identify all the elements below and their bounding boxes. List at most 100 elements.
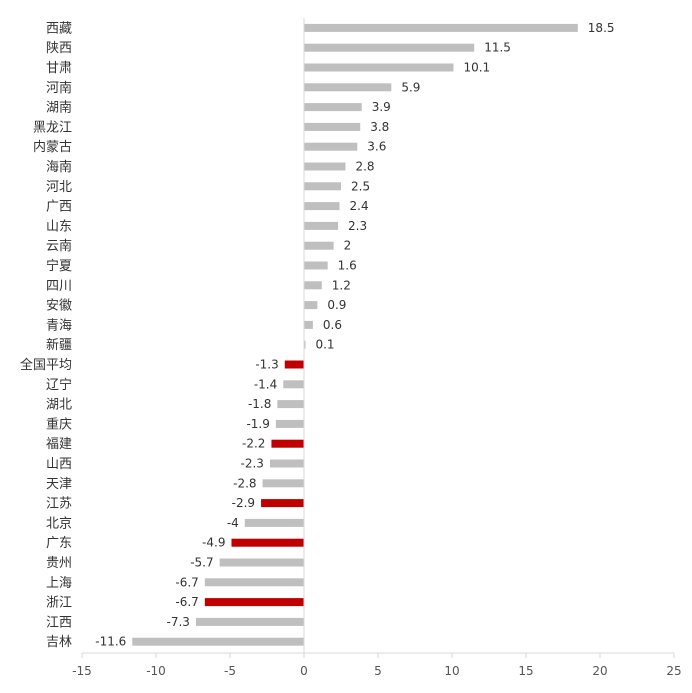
x-tick-label: 10: [444, 664, 459, 678]
bar-江苏: [261, 499, 304, 508]
category-label: 宁夏: [46, 258, 72, 274]
category-label: 黑龙江: [33, 120, 72, 135]
value-label: 5.9: [401, 80, 420, 94]
value-label: 3.6: [367, 140, 386, 154]
category-label: 吉林: [46, 635, 72, 650]
bar-黑龙江: [304, 122, 361, 131]
x-tick-label: 15: [518, 664, 533, 678]
category-label: 西藏: [46, 21, 72, 36]
bars-layer: [132, 23, 578, 646]
bar-河北: [304, 182, 341, 191]
category-label: 全国平均: [20, 357, 72, 373]
x-tick-label: -10: [146, 664, 166, 678]
value-label: 2.8: [355, 160, 374, 174]
category-label: 陕西: [46, 41, 72, 56]
value-label: 2.3: [348, 219, 367, 233]
bar-云南: [304, 241, 334, 250]
value-label: 3.9: [372, 100, 391, 114]
category-label: 河南: [46, 80, 72, 96]
category-label: 湖北: [46, 398, 72, 413]
bar-西藏: [304, 23, 578, 32]
bar-山西: [269, 459, 304, 468]
value-label: -2.9: [232, 496, 255, 510]
value-label: -1.4: [254, 377, 277, 391]
value-label: 0.6: [323, 318, 342, 332]
value-label: -11.6: [95, 635, 126, 649]
bar-广东: [231, 538, 304, 547]
bar-青海: [304, 320, 313, 329]
value-label: -7.3: [167, 615, 190, 629]
x-tick-label: 25: [666, 664, 681, 678]
value-label: 2.5: [351, 179, 370, 193]
x-tick-label: -5: [224, 664, 236, 678]
bar-宁夏: [304, 261, 328, 270]
bar-广西: [304, 202, 340, 211]
value-label: -6.7: [175, 595, 198, 609]
value-label: -2.2: [242, 437, 265, 451]
category-label: 安徽: [46, 299, 72, 314]
bar-浙江: [204, 598, 304, 607]
category-label: 河北: [46, 180, 72, 195]
bar-福建: [271, 439, 304, 448]
x-tick-label: 20: [592, 664, 607, 678]
category-label: 甘肃: [46, 61, 72, 76]
bar-湖北: [277, 400, 304, 409]
value-label: 1.2: [332, 278, 351, 292]
value-label: -2.8: [233, 476, 256, 490]
x-tick-label: -15: [72, 664, 92, 678]
category-label: 广西: [46, 200, 72, 215]
x-tick-label: 5: [374, 664, 382, 678]
bar-天津: [262, 479, 304, 488]
value-label: 2.4: [350, 199, 369, 213]
category-label: 辽宁: [46, 377, 72, 393]
category-label: 北京: [46, 516, 72, 531]
value-label: 10.1: [463, 61, 490, 75]
bar-内蒙古: [304, 142, 358, 151]
bar-安徽: [304, 301, 318, 310]
category-label: 湖南: [46, 100, 72, 116]
value-label: 18.5: [588, 21, 615, 35]
value-label: 0.9: [327, 298, 346, 312]
category-label: 浙江: [46, 596, 72, 611]
value-label: -2.3: [241, 457, 264, 471]
value-label: -4: [227, 516, 239, 530]
value-label: 11.5: [484, 41, 511, 55]
value-label: -6.7: [175, 575, 198, 589]
bar-江西: [195, 617, 304, 626]
value-label: -4.9: [202, 536, 225, 550]
category-label: 福建: [46, 437, 72, 452]
bar-河南: [304, 83, 392, 92]
category-label: 山西: [46, 457, 72, 472]
category-label: 海南: [46, 159, 72, 175]
value-label: 1.6: [338, 259, 357, 273]
category-label: 新疆: [46, 337, 72, 353]
value-label: -1.9: [246, 417, 269, 431]
category-label: 江苏: [46, 496, 72, 512]
category-label: 广东: [46, 536, 72, 551]
category-label: 内蒙古: [33, 139, 72, 155]
bar-北京: [244, 518, 304, 527]
bar-上海: [204, 578, 304, 587]
value-label: 3.8: [370, 120, 389, 134]
value-label: -1.8: [248, 397, 271, 411]
category-label: 重庆: [46, 416, 72, 432]
category-label: 青海: [46, 318, 72, 333]
category-label: 江西: [46, 615, 72, 630]
x-axis: -15 -10 -5 0 5 10 15 20 25: [72, 18, 682, 678]
bar-吉林: [132, 637, 304, 646]
bar-陕西: [304, 43, 475, 52]
bar-全国平均: [284, 360, 304, 369]
category-label: 贵州: [46, 556, 72, 571]
value-label: 0.1: [315, 338, 334, 352]
bar-新疆: [304, 340, 306, 349]
bar-重庆: [275, 419, 304, 428]
value-label: 2: [344, 239, 352, 253]
category-label: 天津: [46, 477, 72, 492]
bar-四川: [304, 281, 322, 290]
value-label: -5.7: [190, 556, 213, 570]
bar-甘肃: [304, 63, 454, 72]
bar-贵州: [219, 558, 304, 567]
bar-山东: [304, 221, 339, 230]
bar-海南: [304, 162, 346, 171]
